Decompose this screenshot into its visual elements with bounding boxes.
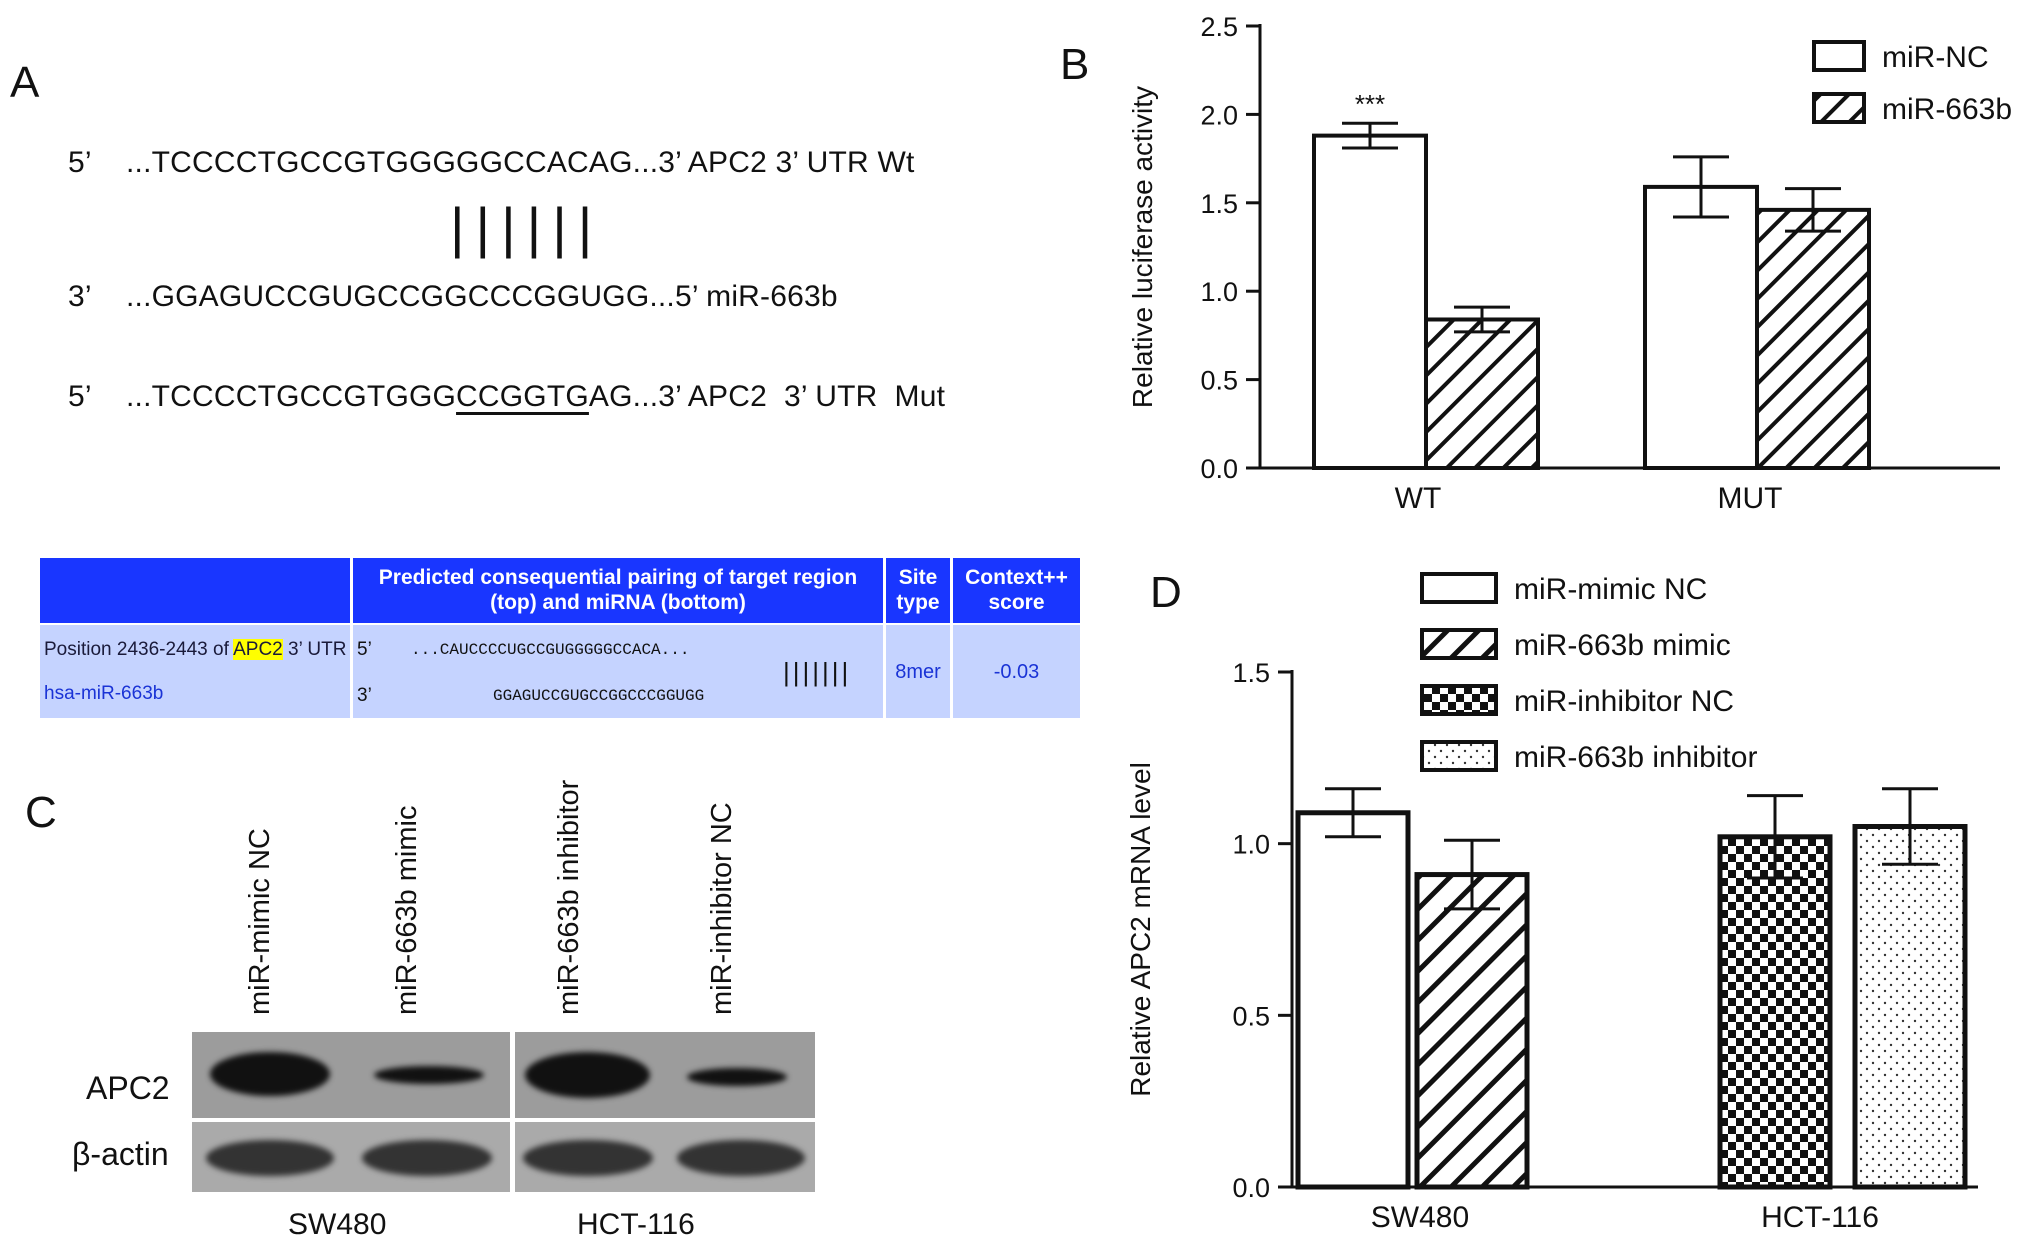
site-type-value: 8mer — [895, 661, 941, 683]
bar — [1717, 834, 1833, 1190]
bar — [1643, 184, 1759, 470]
cell-line-hct116: HCT-116 — [577, 1208, 695, 1241]
legend-swatch — [1420, 572, 1498, 604]
mut-sequence: ...TCCCCTGCCGTGGGCCGGTGAG...3’ APC2 3’ U… — [126, 380, 946, 413]
mir-sequence: ...GGAGUCCGUGCCGGCCCGGUGG...5’ miR-663b — [126, 280, 838, 313]
chart-d: 0.0 0.5 1.0 1.5 Relative APC2 mRNA level SW48… — [1125, 572, 1978, 1234]
blot-actin-right — [515, 1122, 815, 1192]
blot-actin-left — [192, 1122, 510, 1192]
y-tick-label: 1.0 — [1232, 830, 1270, 860]
score-value: -0.03 — [993, 661, 1040, 683]
seed-pairing-lines: |||||| — [450, 196, 604, 259]
x-tick-label: SW480 — [1371, 1201, 1469, 1234]
blot-apc2-left — [192, 1032, 510, 1118]
y-tick-label: 1.0 — [1200, 277, 1238, 307]
legend-label: miR-mimic NC — [1514, 573, 1707, 606]
lane-label-3: miR-663b inhibitor — [553, 779, 585, 1015]
y-tick-label: 2.5 — [1200, 12, 1238, 42]
divider — [883, 558, 886, 718]
target-seq: ...CAUCCCCUGCCGUGGGGGCCACA... — [411, 641, 690, 659]
site-type-cell: 8mer — [886, 625, 950, 718]
cell-line-sw480: SW480 — [288, 1208, 387, 1241]
mut-5prime: 5’ — [68, 380, 92, 413]
mirna-3prime: 3’ — [357, 685, 372, 706]
x-tick-label: MUT — [1718, 482, 1783, 515]
y-tick-label: 1.5 — [1200, 189, 1238, 219]
bar — [1755, 207, 1871, 470]
mirna-name[interactable]: hsa-miR-663b — [44, 683, 164, 704]
score-cell: -0.03 — [953, 625, 1080, 718]
mutated-site: CCGGTG — [456, 380, 589, 413]
targetscan-pairing: ||||||| — [783, 657, 852, 687]
y-tick-label: 0.0 — [1232, 1173, 1270, 1203]
blot-apc2-right — [515, 1032, 815, 1118]
y-tick-label: 0.5 — [1200, 366, 1238, 396]
bar — [1852, 824, 1968, 1190]
legend-swatch — [1812, 92, 1866, 124]
lane-label-4: miR-inhibitor NC — [706, 802, 738, 1015]
bar — [1295, 810, 1411, 1190]
y-tick-label: 0.0 — [1200, 454, 1238, 484]
y-tick-label: 0.5 — [1232, 1001, 1270, 1031]
y-axis-label: Relative APC2 mRNA level — [1125, 762, 1156, 1097]
target-5prime: 5’ — [357, 639, 372, 660]
legend-swatch — [1812, 40, 1866, 72]
divider — [350, 558, 353, 718]
header-pairing: Predicted consequential pairing of targe… — [353, 558, 883, 623]
header-site-type: Site type — [886, 558, 950, 623]
legend-label: miR-663b — [1882, 93, 2012, 126]
y-axis-label: Relative luciferase activity — [1127, 86, 1158, 408]
wt-5prime: 5’ — [68, 146, 92, 179]
significance-annotation: *** — [1355, 89, 1385, 119]
panel-c-label: C — [25, 788, 57, 837]
legend-label: miR-663b inhibitor — [1514, 741, 1757, 774]
chart-b: 0.0 0.5 1.0 1.5 2.0 2.5 Relative luciferase ac… — [1127, 12, 2012, 515]
position-text: Position 2436-2443 of APC2 3’ UTR — [44, 639, 347, 660]
panel-d-label: D — [1150, 568, 1182, 617]
wt-sequence: ...TCCCCTGCCGTGGGGGCCACAG...3’ APC2 3’ U… — [126, 146, 915, 179]
legend-swatch — [1420, 628, 1498, 660]
header-context-score: Context++ score — [953, 558, 1080, 623]
y-tick-label: 2.0 — [1200, 100, 1238, 130]
mirna-seq: GGAGUCCGUGCCGGCCCGGUGG — [493, 687, 705, 705]
targetscan-table: Predicted consequential pairing of targe… — [40, 558, 1080, 718]
bar — [1414, 872, 1530, 1190]
legend-label: miR-NC — [1882, 41, 1989, 74]
divider — [950, 558, 953, 718]
panel-a-label: A — [10, 58, 40, 107]
legend-swatch — [1420, 740, 1498, 772]
panel-b-label: B — [1060, 40, 1090, 89]
gene-highlight: APC2 — [233, 639, 283, 660]
x-tick-label: WT — [1395, 482, 1442, 515]
y-tick-label: 1.5 — [1232, 658, 1270, 688]
lane-label-2: miR-663b mimic — [391, 805, 423, 1015]
x-tick-label: HCT-116 — [1761, 1201, 1879, 1234]
header-blank — [40, 558, 350, 623]
legend-label: miR-663b mimic — [1514, 629, 1731, 662]
lane-label-1: miR-mimic NC — [244, 828, 276, 1015]
bar — [1312, 133, 1428, 470]
row-label-actin: β-actin — [72, 1136, 169, 1172]
row-label-apc2: APC2 — [86, 1070, 170, 1106]
pairing-cell: 5’ ...CAUCCCCUGCCGUGGGGGCCACA... |||||||… — [353, 625, 883, 718]
legend-swatch — [1420, 684, 1498, 716]
position-cell: Position 2436-2443 of APC2 3’ UTR hsa-mi… — [40, 625, 350, 718]
mir-3prime: 3’ — [68, 280, 92, 313]
legend-label: miR-inhibitor NC — [1514, 685, 1734, 718]
bar — [1424, 317, 1540, 470]
